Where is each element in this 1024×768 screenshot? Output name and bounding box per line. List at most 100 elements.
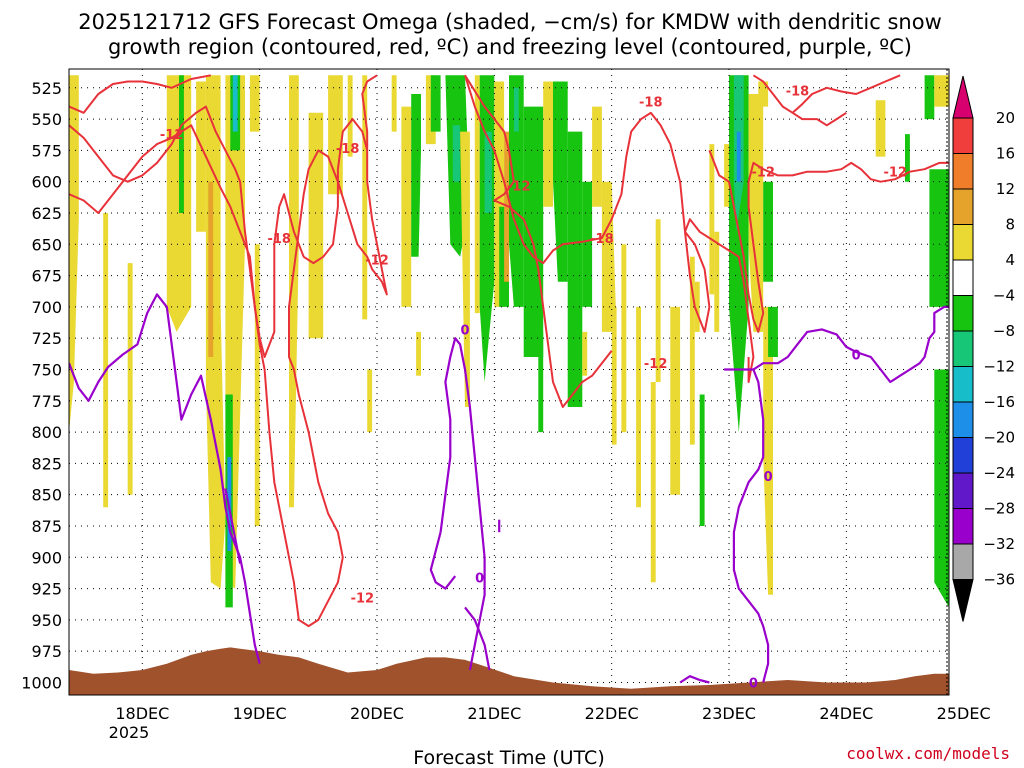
colorbar-bin [952,472,974,509]
x-tick-label: 20DEC [350,704,404,723]
omega-region [196,81,206,232]
contour-label: -18 [639,96,663,111]
omega-region [543,81,553,207]
omega-region [650,382,656,583]
colorbar-label: −32 [983,535,1015,553]
omega-region [592,106,602,207]
omega-shading [69,75,949,608]
omega-region [636,306,641,508]
y-tick-label: 600 [31,173,62,192]
omega-region [875,100,886,157]
omega-region [208,181,214,357]
colorbar-label: 20 [996,109,1015,127]
contour-label: -18 [336,142,360,157]
omega-region [724,144,729,207]
contour-label: 0 [475,571,484,586]
omega-region [523,106,544,357]
x-tick-label: 19DEC [233,704,287,723]
colorbar-label: −8 [993,322,1015,340]
y-tick-label: 1000 [21,673,62,692]
colorbar-bin [952,366,974,403]
omega-region [103,213,109,508]
omega-region [401,106,412,307]
colorbar-label: −36 [983,571,1015,589]
colorbar-label: −20 [983,429,1015,447]
omega-region [538,331,544,433]
omega-region [416,331,421,376]
omega-region [699,394,705,526]
contour-label: -12 [644,357,668,372]
plot-frame [68,68,950,696]
colorbar-bin [952,117,974,154]
colorbar-label: −4 [993,287,1015,305]
omega-region [474,75,480,314]
freezing-level-contour [429,531,457,590]
y-tick-label: 650 [31,235,62,254]
colorbar-label: −12 [983,358,1015,376]
omega-region [736,131,741,182]
y-tick-label: 550 [31,110,62,129]
colorbar-label: 16 [996,145,1015,163]
omega-region [69,75,79,433]
omega-region [509,75,524,307]
dgz-contour [708,150,949,333]
plot-area: -12 -18 -18 -12 -12 -12 -18 -18 -12 -12 -18 -12 0 0 0 0… [69,69,949,695]
omega-region [232,75,238,132]
omega-region [460,131,470,407]
contour-label: -12 [365,253,389,268]
omega-region [611,306,617,445]
omega-region [924,75,935,120]
omega-region [768,306,778,357]
colorbar-label: −16 [983,393,1015,411]
omega-region [714,231,720,332]
freezing-level-contour [69,293,261,664]
terrain-fill [69,647,949,695]
omega-region [249,75,260,132]
dgz-contour [69,74,211,114]
omega-region [582,181,593,307]
colorbar-bin [952,295,974,332]
colorbar-bin [952,330,974,367]
freezing-level-contours [69,293,949,684]
omega-region [484,131,492,213]
freezing-level-contour [679,675,710,684]
site-credit: coolwx.com/models [846,744,1010,763]
contour-label: -12 [507,179,531,194]
contour-label: -18 [267,232,291,247]
y-tick-label: 825 [31,454,62,473]
y-tick-label: 925 [31,580,62,599]
freezing-level-contour [752,305,949,384]
colorbar-bin [952,153,974,190]
y-axis: 525 550 575 600 625 650 675 700 725 750 775 800 825 8… [21,79,62,693]
x-axis-label: Forecast Time (UTC) [413,747,604,768]
colorbar-bin [952,437,974,474]
x-tick-label: 23DEC [702,704,756,723]
contour-label: 0 [749,676,758,691]
dgz-contour [69,74,388,628]
omega-region [763,181,773,282]
omega-region [347,75,353,157]
y-tick-label: 900 [31,548,62,567]
x-tick-label: 24DEC [819,704,873,723]
omega-region [411,94,421,257]
omega-region [391,75,397,132]
colorbar-label: 4 [1005,251,1015,269]
contour-label: -12 [751,166,775,181]
colorbar-max-arrow [952,75,974,119]
x-year-label: 2025 [109,723,150,742]
dgz-contour [752,74,901,114]
colorbar-label: 12 [996,180,1015,198]
colorbar-min-arrow [952,579,974,622]
colorbar-bin [952,543,974,580]
dgz-contour [464,75,755,383]
y-tick-label: 675 [31,267,62,286]
colorbar: 20 16 12 8 4 −4 −8 −12 −16 −20 −24 −28 −32 −36 [952,75,1015,622]
y-tick-label: 625 [31,204,62,223]
omega-region [934,75,949,107]
omega-region [655,219,661,382]
colorbar-bin [952,188,974,225]
omega-region [582,331,588,376]
colorbar-label: −24 [983,464,1015,482]
y-tick-label: 700 [31,298,62,317]
